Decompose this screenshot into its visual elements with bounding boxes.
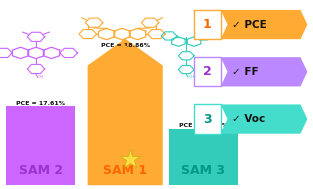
Text: 3: 3 [203, 113, 212, 125]
Text: PCE = 17.55%: PCE = 17.55% [179, 123, 228, 128]
Bar [194, 57, 221, 87]
Text: PCE = 18.86%: PCE = 18.86% [101, 43, 150, 48]
Text: SAM 2: SAM 2 [19, 164, 63, 177]
Polygon shape [88, 39, 163, 185]
Text: 2: 2 [203, 65, 212, 78]
Text: 1: 1 [203, 18, 212, 31]
Polygon shape [221, 10, 307, 39]
Text: SAM 1: SAM 1 [103, 164, 147, 177]
Text: OH: OH [38, 75, 44, 79]
Text: OH: OH [189, 75, 195, 79]
Text: SAM 3: SAM 3 [182, 164, 225, 177]
Text: ✓ FF: ✓ FF [232, 67, 258, 77]
Text: PCE = 17.61%: PCE = 17.61% [16, 101, 65, 106]
Polygon shape [221, 57, 307, 87]
Bar [6, 106, 75, 185]
Text: ✓ PCE: ✓ PCE [232, 20, 266, 29]
Polygon shape [221, 104, 307, 134]
Bar [194, 10, 221, 39]
Text: ✓ Voc: ✓ Voc [232, 114, 265, 124]
Bar [169, 129, 238, 185]
Bar [194, 104, 221, 134]
Text: OH: OH [124, 57, 131, 61]
